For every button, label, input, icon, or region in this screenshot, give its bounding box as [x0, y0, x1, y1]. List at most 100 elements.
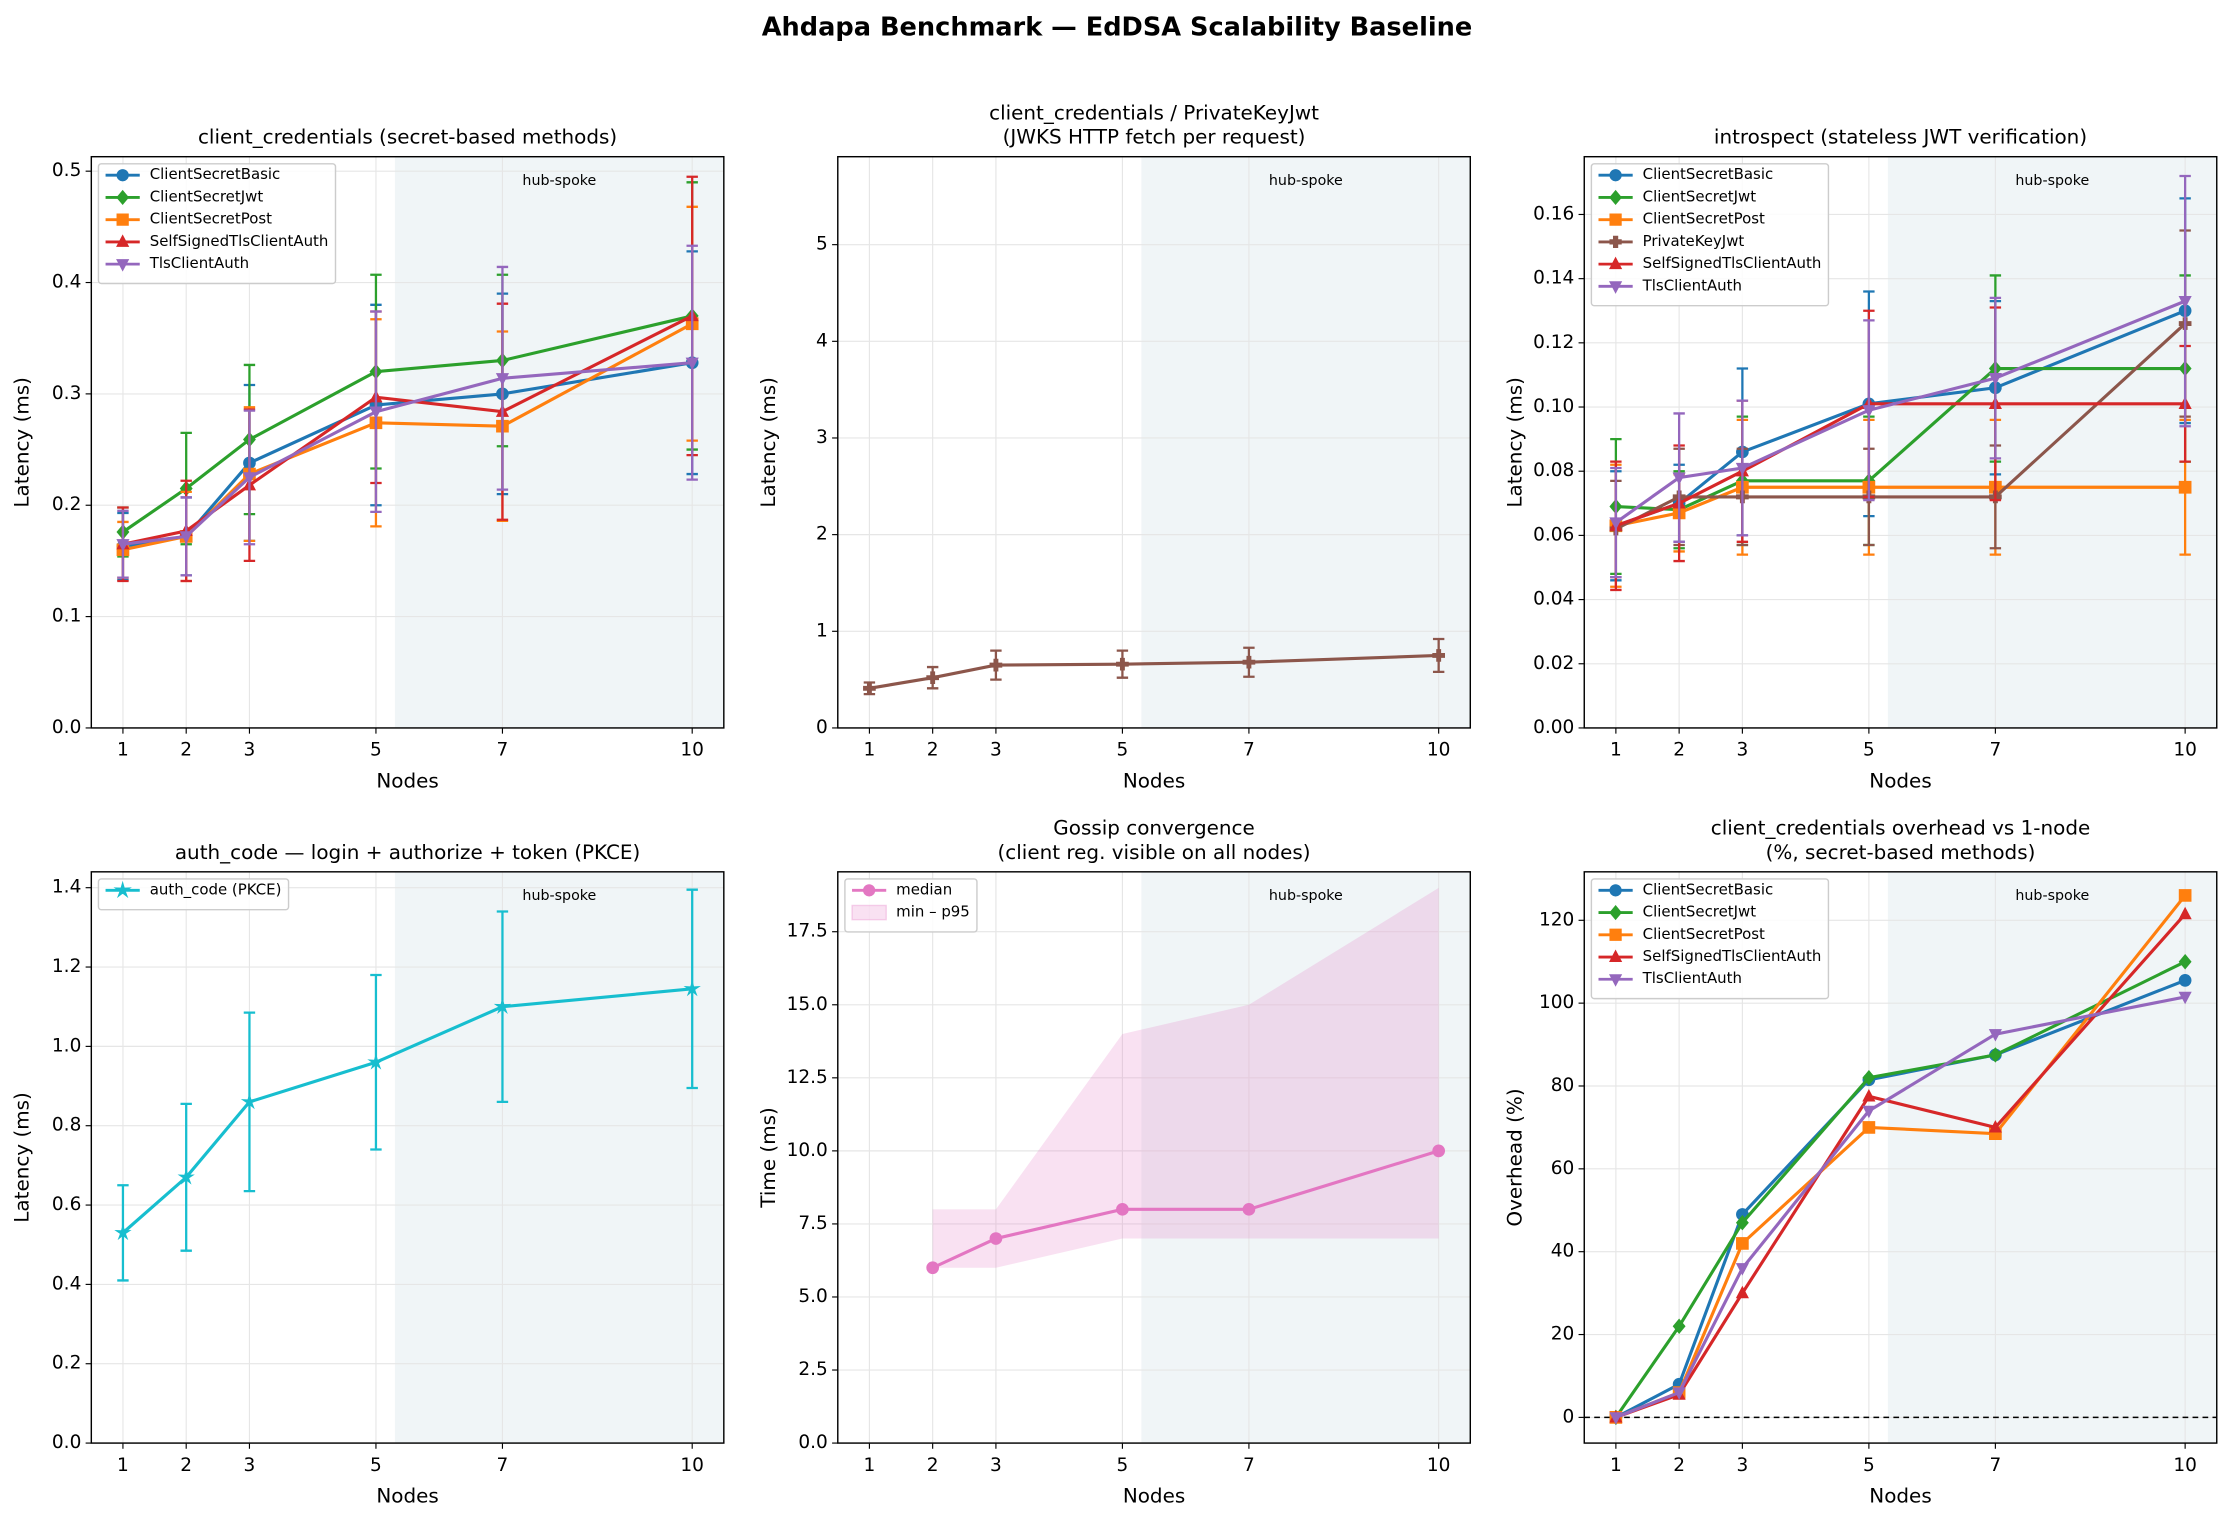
data-point — [989, 658, 1003, 672]
x-tick-label: 10 — [1427, 1455, 1451, 1476]
legend-label: ClientSecretBasic — [1643, 880, 1774, 898]
data-point — [240, 1092, 259, 1110]
data-point — [1672, 1318, 1686, 1334]
legend-label: TlsClientAuth — [1642, 276, 1742, 294]
panel: hub-spoke 1 2 3 5 7 10 0.0 2.5 5.0 7.5 10.0 12.5 15.0… — [756, 816, 1472, 1508]
data-point — [926, 671, 940, 685]
y-tick-label: 0.16 — [1533, 203, 1574, 224]
x-axis-label: Nodes — [1869, 1484, 1931, 1508]
legend-marker — [1609, 949, 1623, 963]
x-tick-label: 1 — [117, 1455, 129, 1476]
x-tick-label: 2 — [180, 1455, 192, 1476]
data-point — [1116, 1202, 1129, 1216]
legend-marker — [1609, 884, 1622, 897]
y-tick-label: 0 — [1563, 1406, 1575, 1427]
chart-title: (JWKS HTTP fetch per request) — [1003, 125, 1306, 149]
region-label: hub-spoke — [522, 888, 596, 904]
series-line — [122, 361, 693, 546]
data-point — [367, 1053, 385, 1070]
data-point — [1988, 372, 2002, 386]
data-point — [179, 531, 193, 544]
x-tick-label: 7 — [1989, 1455, 2001, 1476]
data-point — [177, 1168, 195, 1185]
data-point — [493, 997, 512, 1015]
y-tick-label: 80 — [1551, 1075, 1575, 1096]
legend-label: TlsClientAuth — [149, 254, 249, 272]
legend-marker — [1609, 213, 1622, 226]
y-tick-label: 0.5 — [52, 160, 81, 181]
data-point — [1672, 1387, 1686, 1400]
data-point — [2178, 906, 2192, 920]
x-tick-label: 3 — [990, 740, 1002, 761]
data-point — [2178, 889, 2192, 902]
series-line — [122, 314, 693, 546]
y-tick-label: 1.2 — [52, 956, 81, 977]
data-point — [1432, 1144, 1446, 1158]
y-tick-label: 120 — [1539, 909, 1574, 930]
x-tick-label: 3 — [1736, 1455, 1748, 1476]
data-point — [1735, 1214, 1749, 1231]
region-label: hub-spoke — [1269, 173, 1343, 189]
x-axis-label: Nodes — [376, 1484, 438, 1508]
legend-label: ClientSecretPost — [1643, 210, 1765, 228]
x-tick-label: 1 — [117, 740, 129, 761]
shaded-region — [394, 156, 724, 728]
y-tick-label: 7.5 — [798, 1213, 827, 1234]
x-tick-label: 2 — [1673, 1455, 1685, 1476]
legend-label: auth_code (PKCE) — [150, 880, 282, 898]
data-point — [685, 357, 699, 371]
series-line — [1615, 995, 2186, 1419]
y-tick-label: 17.5 — [787, 921, 828, 942]
chart-title: Gossip convergence — [1053, 816, 1254, 840]
x-tick-label: 10 — [680, 1455, 704, 1476]
x-tick-label: 5 — [1863, 1455, 1875, 1476]
y-tick-label: 12.5 — [787, 1067, 828, 1088]
data-point — [863, 681, 876, 695]
data-point — [116, 539, 130, 552]
x-axis-label: Nodes — [1123, 769, 1185, 793]
series-line — [1615, 978, 2186, 1419]
range-band — [932, 887, 1439, 1268]
data-point — [1432, 649, 1446, 662]
legend-label: SelfSignedTlsClientAuth — [1643, 254, 1822, 272]
shaded-region — [1887, 871, 2217, 1444]
x-tick-label: 7 — [497, 740, 509, 761]
panel: hub-spoke 1 2 3 5 7 10 0 1 2 3 4 5 client_credentials… — [756, 100, 1472, 793]
y-tick-label: 60 — [1551, 1158, 1575, 1179]
x-tick-label: 3 — [990, 1455, 1002, 1476]
data-point — [1242, 655, 1256, 669]
legend-label: ClientSecretBasic — [150, 165, 281, 183]
legend-box — [1590, 878, 1830, 1000]
x-axis-label: Nodes — [1869, 769, 1931, 793]
plot-frame — [1583, 155, 2218, 729]
legend-marker — [1609, 169, 1622, 182]
y-tick-label: 4 — [816, 330, 828, 351]
legend-label: SelfSignedTlsClientAuth — [150, 232, 329, 250]
legend-marker — [116, 169, 129, 182]
data-point — [1116, 657, 1129, 671]
x-tick-label: 5 — [370, 1455, 382, 1476]
data-point — [1735, 1263, 1749, 1276]
x-tick-label: 1 — [864, 740, 876, 761]
x-tick-label: 5 — [1117, 1455, 1129, 1476]
y-tick-label: 0.0 — [52, 1432, 81, 1453]
legend-swatch — [851, 904, 887, 921]
x-tick-label: 2 — [1673, 740, 1685, 761]
data-point — [495, 373, 510, 386]
legend-marker — [116, 189, 130, 206]
legend-label: ClientSecretJwt — [150, 187, 264, 205]
data-point — [369, 406, 383, 420]
y-tick-label: 0.2 — [52, 1353, 81, 1374]
data-point — [926, 1261, 940, 1275]
series-line — [1615, 485, 2186, 528]
legend-marker — [1609, 904, 1622, 921]
y-tick-label: 40 — [1551, 1241, 1575, 1262]
legend-marker — [1609, 235, 1622, 249]
x-tick-label: 3 — [244, 740, 256, 761]
x-tick-label: 5 — [370, 740, 382, 761]
data-point — [1609, 517, 1623, 530]
y-axis-label: Latency (ms) — [1502, 377, 1526, 508]
series-line — [121, 987, 693, 1235]
y-tick-label: 2 — [816, 524, 828, 545]
